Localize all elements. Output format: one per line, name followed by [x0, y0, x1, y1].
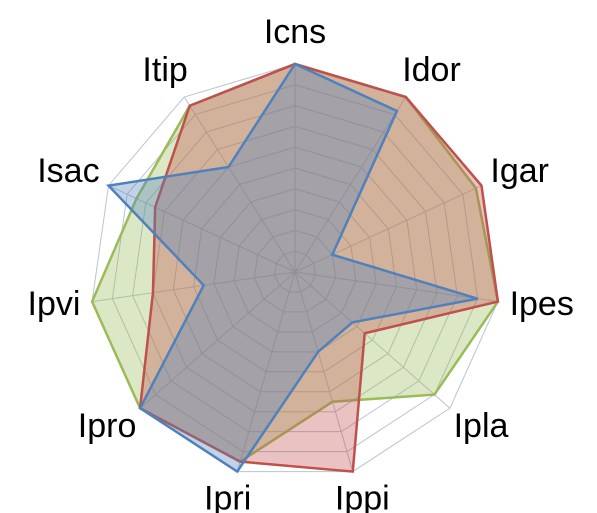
spoke	[183, 96, 296, 273]
grid-ring	[253, 229, 337, 313]
axis-label: Igar	[490, 152, 549, 190]
spoke	[108, 185, 296, 273]
series-area	[90, 62, 500, 464]
grid-ring	[172, 146, 418, 393]
grid-ring	[213, 188, 377, 353]
axis-label: Idor	[402, 51, 461, 89]
spoke	[139, 271, 296, 409]
grid-ring	[193, 167, 397, 373]
axis-label: Itip	[142, 51, 187, 89]
grid-ring	[152, 125, 438, 413]
spoke	[294, 96, 407, 273]
axis-label: Ipes	[510, 285, 574, 323]
spoke	[294, 185, 482, 273]
axis-label: Ipvi	[28, 285, 81, 323]
series-area	[105, 62, 478, 474]
spoke	[294, 271, 498, 303]
axis-label: Ippi	[335, 479, 390, 513]
grid-ring	[132, 105, 458, 433]
spoke	[236, 271, 296, 472]
axis-label: Ipla	[454, 407, 509, 445]
spoke	[92, 271, 296, 303]
grid-ring	[274, 250, 316, 293]
spoke	[294, 271, 354, 472]
axis-label: Ipro	[78, 407, 137, 445]
grid-ring	[233, 209, 357, 333]
axis-label: Icns	[264, 13, 326, 51]
spoke	[294, 271, 451, 409]
axis-label: Ipri	[204, 479, 251, 513]
axis-label: Isac	[37, 152, 99, 190]
